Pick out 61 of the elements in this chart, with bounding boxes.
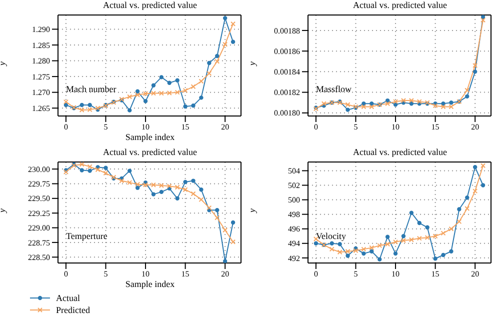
y-tick-label: 228.75: [28, 238, 50, 248]
y-tick-label: 228.50: [28, 252, 50, 262]
y-tick-label: 0.00180: [274, 108, 300, 118]
x-axis-title: Sample index: [124, 132, 176, 144]
x-tick-label: 20: [221, 270, 230, 279]
annotation: Massflow: [316, 84, 352, 94]
y-tick-label: 1.280: [32, 56, 50, 66]
x-tick-label: 10: [392, 270, 400, 279]
y-tick-label: 1.270: [32, 88, 50, 98]
y-tick-label: 500: [288, 196, 300, 205]
x-tick-label: 15: [431, 122, 440, 132]
x-tick-label: 10: [142, 122, 150, 132]
y-axis-title: y: [247, 208, 258, 214]
chart-title: Actual vs. predicted value: [352, 147, 448, 159]
y-tick-label: 0.00182: [274, 88, 300, 98]
y-tick-label: 494: [288, 239, 300, 248]
legend-label: Predicted: [56, 305, 90, 315]
y-tick-label: 492: [288, 254, 300, 263]
y-tick-label: 504: [288, 166, 300, 176]
legend-label: Actual: [56, 293, 80, 303]
y-axis-title: y: [247, 62, 258, 66]
y-axis-title: y: [0, 208, 8, 214]
y-tick-label: 498: [288, 210, 300, 220]
y-tick-label: 230.00: [28, 164, 50, 174]
x-tick-label: 20: [471, 122, 480, 132]
x-tick-label: 15: [431, 270, 440, 279]
y-axis-title: y: [0, 62, 8, 66]
y-tick-label: 229.50: [28, 194, 50, 204]
y-tick-label: 0.00184: [274, 68, 300, 77]
x-tick-label: 0: [64, 122, 68, 132]
y-tick-label: 502: [288, 181, 300, 190]
x-tick-label: 0: [314, 270, 318, 279]
x-tick-label: 0: [314, 122, 318, 132]
y-tick-label: 1.275: [32, 72, 50, 82]
chart-title: Actual vs. predicted value: [102, 0, 198, 12]
y-tick-label: 0.00186: [274, 46, 300, 56]
x-tick-label: 5: [104, 122, 108, 132]
x-tick-label: 5: [354, 270, 358, 279]
y-tick-label: 229.00: [28, 224, 50, 233]
y-tick-label: 1.290: [32, 25, 50, 34]
x-tick-label: 10: [142, 270, 150, 279]
chart-title: Actual vs. predicted value: [352, 0, 448, 12]
x-tick-label: 5: [104, 270, 108, 279]
x-axis-title: Sample index: [124, 279, 176, 291]
annotation: Velocity: [316, 231, 346, 241]
y-tick-label: 1.265: [32, 104, 50, 113]
y-tick-label: 0.00188: [274, 26, 300, 36]
chart-title: Actual vs. predicted value: [102, 147, 198, 159]
y-tick-label: 229.25: [28, 208, 50, 218]
annotation: Mach number: [66, 84, 116, 94]
annotation: Temperture: [66, 231, 108, 241]
x-tick-label: 20: [471, 270, 480, 279]
x-tick-label: 15: [181, 122, 190, 132]
y-tick-label: 1.285: [32, 40, 50, 50]
y-tick-label: 229.75: [28, 180, 50, 189]
x-tick-label: 10: [392, 122, 400, 132]
x-tick-label: 20: [221, 122, 230, 132]
x-tick-label: 0: [64, 270, 68, 279]
x-tick-label: 5: [354, 122, 358, 132]
x-tick-label: 15: [181, 270, 190, 279]
y-tick-label: 496: [288, 224, 300, 234]
